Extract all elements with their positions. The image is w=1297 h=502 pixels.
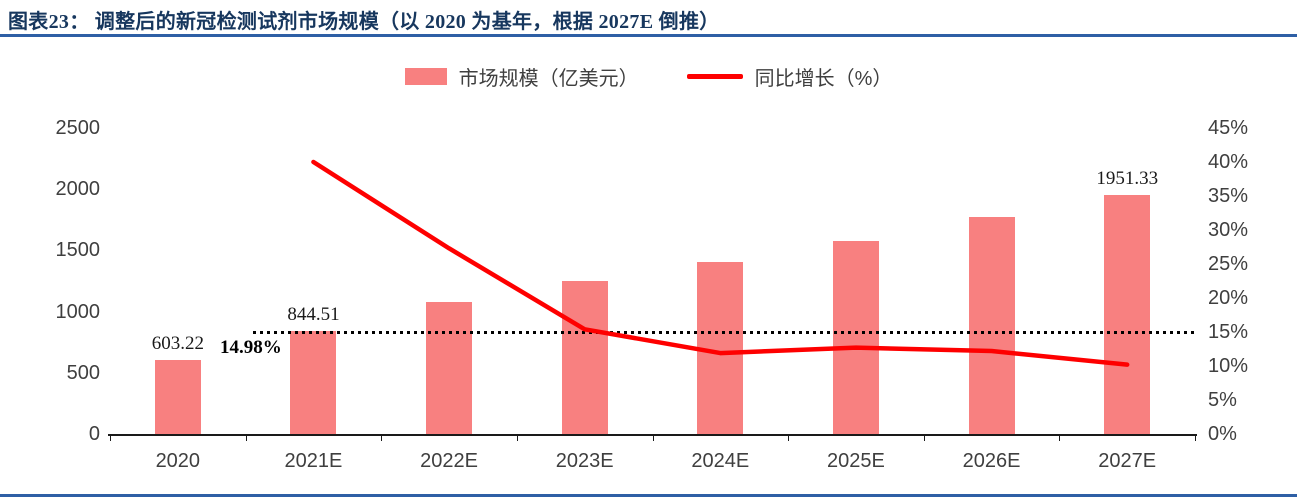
right-axis-tick: 5% xyxy=(1208,389,1237,411)
x-axis-label: 2023E xyxy=(555,450,614,472)
legend-label-yoy-growth: 同比增长（%） xyxy=(754,67,893,90)
x-axis-label: 2020 xyxy=(155,450,201,472)
x-axis-tickmark xyxy=(1195,436,1196,441)
bar-2023E xyxy=(561,281,608,434)
x-axis-label: 2022E xyxy=(420,450,478,472)
bar-2027E xyxy=(1104,195,1151,434)
x-axis-tickmark xyxy=(516,436,518,441)
legend-label-market-size: 市场规模（亿美元） xyxy=(458,67,639,90)
left-axis-tick: 1000 xyxy=(55,300,101,323)
legend-item-yoy-growth: 同比增长（%） xyxy=(686,62,893,91)
bar-2025E xyxy=(832,240,879,434)
x-axis-tickmark xyxy=(1059,436,1061,441)
x-axis-tickmark xyxy=(652,436,654,441)
right-axis-tick: 10% xyxy=(1208,355,1249,377)
x-axis-line xyxy=(108,434,1197,436)
bar-value-label: 603.22 xyxy=(151,333,204,355)
figure-title: 图表23： 调整后的新冠检测试剂市场规模（以 2020 为基年，根据 2027E… xyxy=(8,11,720,33)
cagr-label: 14.98% xyxy=(220,337,282,359)
x-axis-label: 2026E xyxy=(962,450,1021,472)
chart-legend: 市场规模（亿美元） 同比增长（%） xyxy=(0,62,1297,90)
bar-2021E xyxy=(290,330,337,434)
left-axis-tick: 2000 xyxy=(55,178,101,201)
left-axis-tick: 0 xyxy=(88,423,100,445)
right-axis-tick: 20% xyxy=(1208,287,1249,309)
right-axis-tick: 40% xyxy=(1208,151,1249,173)
x-axis-label: 2024E xyxy=(691,450,750,472)
x-axis-tickmark xyxy=(381,436,383,441)
x-axis-tickmark xyxy=(788,436,790,441)
right-axis-tick: 25% xyxy=(1208,253,1249,275)
x-axis-label: 2027E xyxy=(1098,450,1157,472)
x-axis-label: 2025E xyxy=(827,450,885,472)
cagr-reference-line xyxy=(253,330,1195,334)
right-axis-tick: 45% xyxy=(1208,117,1249,139)
line-series-swatch-icon xyxy=(686,73,743,79)
bar-value-label: 844.51 xyxy=(287,303,340,325)
right-axis-tick: 35% xyxy=(1208,185,1249,207)
x-axis-tickmark xyxy=(923,436,925,441)
right-axis-tick: 15% xyxy=(1208,321,1249,343)
bottom-rule xyxy=(0,494,1297,497)
bar-2020 xyxy=(154,360,201,434)
bar-2022E xyxy=(426,301,473,434)
title-rule xyxy=(0,34,1297,37)
left-axis-tick: 1500 xyxy=(55,239,101,262)
bar-value-label: 1951.33 xyxy=(1096,168,1159,190)
bar-2026E xyxy=(968,217,1015,434)
right-axis-tick: 30% xyxy=(1208,219,1249,241)
x-axis-tickmark xyxy=(110,436,111,441)
bar-2024E xyxy=(697,262,744,434)
x-axis-tickmark xyxy=(245,436,247,441)
bar-series-swatch-icon xyxy=(404,67,447,85)
left-axis-tick: 500 xyxy=(66,361,100,384)
left-axis-tick: 2500 xyxy=(55,117,101,139)
legend-item-market-size: 市场规模（亿美元） xyxy=(404,62,639,91)
x-axis-label: 2021E xyxy=(284,450,343,472)
right-axis-tick: 0% xyxy=(1208,423,1237,445)
